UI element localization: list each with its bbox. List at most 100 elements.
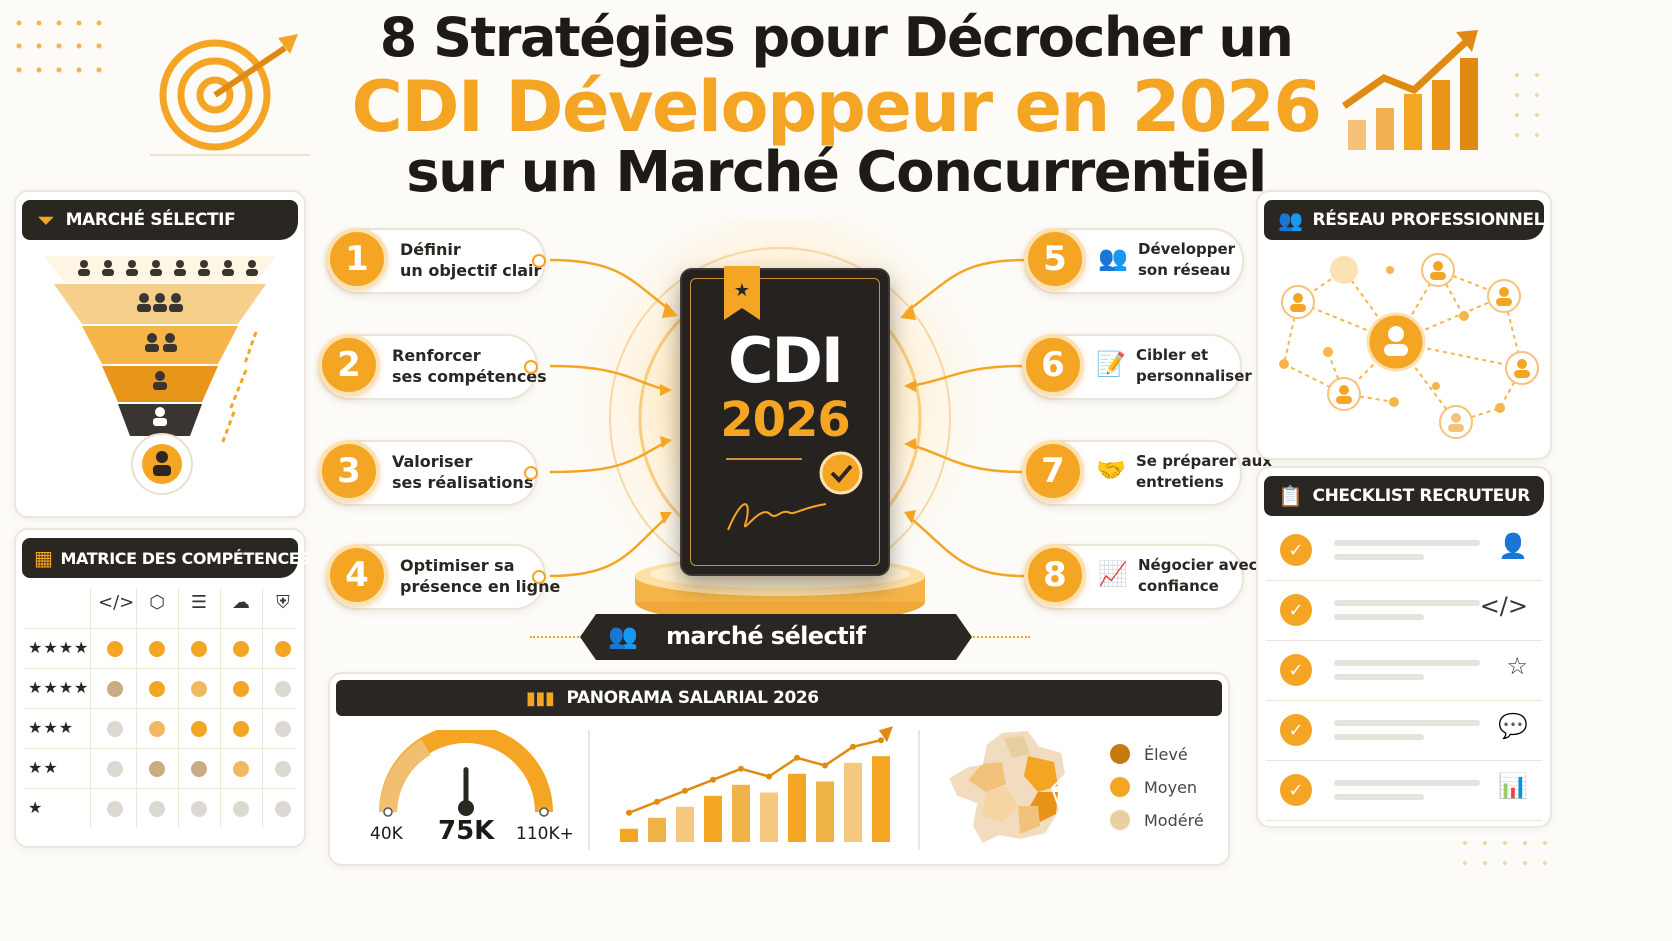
strategy-label-5: Développer son réseau	[1138, 239, 1235, 281]
trend-point	[654, 798, 660, 805]
gauge-value-label: 75K	[438, 816, 495, 846]
checklist-placeholder-line	[1334, 674, 1424, 680]
card-cdi-label: CDI	[727, 324, 844, 397]
strategy-label-line: Renforcer	[392, 346, 481, 365]
target-icon	[150, 34, 310, 156]
selective-market-title: MARCHÉ SÉLECTIF	[65, 210, 236, 230]
matrix-grid-line	[304, 588, 305, 828]
decorative-dots	[16, 20, 102, 73]
matrix-level-dot	[149, 801, 165, 817]
ribbon-bookmark: ★	[724, 266, 760, 320]
strategy-label-line: ses réalisations	[392, 473, 534, 492]
strategy-label-line: Développer	[1138, 240, 1236, 258]
professional-network-header: 👥 RÉSEAU PROFESSIONNEL	[1264, 200, 1544, 240]
document-edit-icon: 📝	[1096, 350, 1126, 378]
matrix-level-dot	[233, 801, 249, 817]
network-people-icon: 👥	[1098, 244, 1128, 272]
connector-handle	[524, 360, 538, 374]
shield-icon: ⛨	[276, 592, 290, 613]
matrix-level-dot	[191, 681, 207, 697]
decorative-dots	[1463, 841, 1547, 865]
trend-point	[710, 776, 716, 783]
strategy-label-4: Optimiser sa présence en ligne	[400, 555, 560, 597]
check-icon: ✓	[1280, 774, 1312, 806]
strategy-card-3: 3 Valoriser ses réalisations	[318, 440, 538, 506]
skills-matrix-title: MATRICE DES COMPÉTENCES	[60, 548, 311, 568]
matrix-level-dot	[275, 721, 291, 737]
salary-panorama-card: ▮▮▮ PANORAMA SALARIAL 2026 40K 75K 110K+	[328, 672, 1230, 866]
strategy-number-4: 4	[326, 544, 388, 606]
trend-bar	[732, 784, 750, 842]
title-line-3: sur un Marché Concurrentiel	[406, 140, 1267, 205]
checklist-item[interactable]: ✓ 📊	[1266, 760, 1542, 821]
check-icon: ✓	[1280, 714, 1312, 746]
code-icon: </>	[1479, 592, 1528, 620]
france-map	[946, 728, 1068, 846]
checklist-item[interactable]: ✓ </>	[1266, 580, 1542, 641]
trend-point	[850, 743, 856, 750]
selective-market-card: ⏷ MARCHÉ SÉLECTIF	[14, 190, 306, 518]
trend-bar	[648, 817, 666, 842]
code-icon: </>	[98, 592, 135, 613]
trend-bar	[844, 762, 862, 842]
recruiter-checklist-header: 📋 CHECKLIST RECRUTEUR	[1264, 476, 1544, 516]
matrix-level-dot	[107, 721, 123, 737]
map-legend-item: Élevé	[1110, 744, 1188, 764]
strategy-label-line: Définir	[400, 240, 461, 259]
strategy-card-4: 4 Optimiser sa présence en ligne	[326, 544, 560, 610]
trend-bar	[816, 781, 834, 842]
matrix-level-dot	[191, 721, 207, 737]
interview-icon: 🤝	[1096, 456, 1126, 484]
checklist-placeholder-line	[1334, 540, 1480, 546]
checklist-item[interactable]: ✓ 💬	[1266, 700, 1542, 761]
growth-chart-icon	[1341, 30, 1478, 150]
legend-swatch	[1110, 777, 1130, 797]
network-graph	[1279, 253, 1539, 439]
title-line-1: 8 Stratégies pour Décrocher un	[379, 6, 1294, 69]
connector-handle	[524, 466, 538, 480]
check-icon: ✓	[1280, 534, 1312, 566]
strategy-label-1: Définir un objectif clair	[400, 239, 541, 281]
checklist-item[interactable]: ✓ ☆	[1266, 640, 1542, 701]
matrix-row-label: ★	[28, 798, 44, 817]
matrix-level-dot	[191, 801, 207, 817]
matrix-grid-line	[24, 628, 296, 629]
matrix-level-dot	[191, 641, 207, 657]
checklist-placeholder-line	[1334, 614, 1424, 620]
matrix-grid-line	[24, 788, 296, 789]
checklist-placeholder-line	[1334, 554, 1424, 560]
database-icon: ☰	[190, 592, 208, 613]
matrix-level-dot	[275, 801, 291, 817]
strategy-number-2: 2	[318, 334, 380, 396]
matrix-level-dot	[233, 641, 249, 657]
checklist-rows: ✓ 👤 ✓ </> ✓ ☆ ✓ 💬 ✓ 📊	[1258, 520, 1550, 821]
recruiter-checklist-card: 📋 CHECKLIST RECRUTEUR ✓ 👤 ✓ </> ✓ ☆ ✓ 💬 ✓ 📊	[1256, 466, 1552, 828]
legend-label: Modéré	[1144, 810, 1204, 830]
matrix-grid-line	[24, 748, 296, 749]
matrix-level-dot	[149, 721, 165, 737]
trend-line	[628, 738, 882, 814]
legend-swatch	[1110, 810, 1130, 830]
funnel-diagram	[44, 256, 276, 495]
salary-gauge	[379, 730, 553, 817]
salary-panorama-header: ▮▮▮ PANORAMA SALARIAL 2026	[336, 680, 1222, 716]
skills-matrix-grid: </> ⬡ ☰ ☁ ⛨ ★★★★ ★★★★ ★★★ ★★ ★	[16, 530, 305, 846]
people-group-icon: 👥	[608, 622, 638, 650]
checklist-item[interactable]: ✓ 👤	[1266, 520, 1542, 581]
matrix-row-label: ★★★★	[28, 638, 90, 657]
strategy-label-line: présence en ligne	[400, 577, 561, 596]
strategy-label-8: Négocier avec confiance	[1138, 555, 1258, 597]
matrix-level-dot	[107, 761, 123, 777]
trend-point	[626, 809, 632, 816]
strategy-label-line: Optimiser sa	[400, 556, 515, 575]
skills-matrix-card: ▦ MATRICE DES COMPÉTENCES </> ⬡ ☰ ☁ ⛨ ★★★★ ★★★…	[14, 528, 311, 848]
salary-trend-chart	[620, 726, 893, 842]
matrix-row-label: ★★	[28, 758, 59, 777]
matrix-level-dot	[233, 721, 249, 737]
strategy-label-6: Cibler et personnaliser	[1136, 345, 1252, 387]
trend-arrow-head	[879, 726, 893, 743]
checklist-placeholder-line	[1334, 794, 1424, 800]
professional-network-title: RÉSEAU PROFESSIONNEL	[1312, 210, 1545, 230]
strategy-label-line: confiance	[1138, 577, 1219, 595]
checklist-placeholder-line	[1334, 734, 1424, 740]
